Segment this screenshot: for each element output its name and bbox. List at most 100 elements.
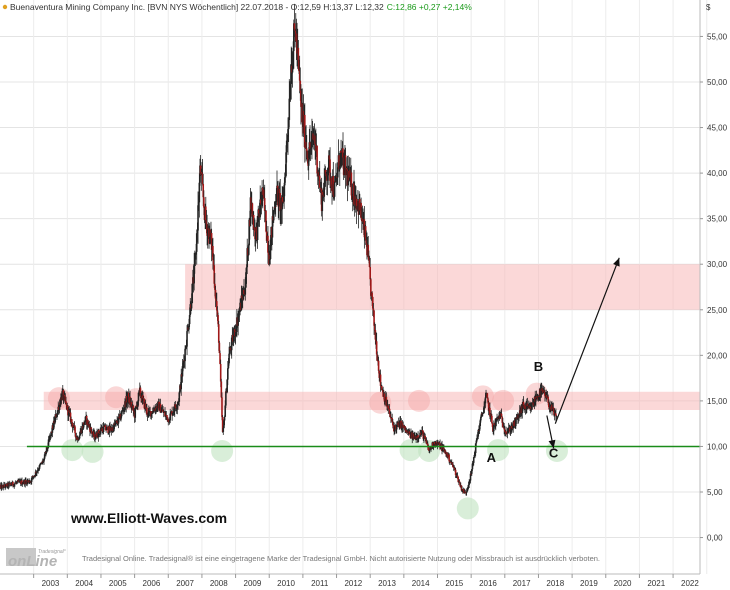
candle-body bbox=[217, 315, 219, 325]
x-tick-label: 2003 bbox=[42, 579, 60, 588]
candle-body bbox=[205, 206, 207, 221]
candle-body bbox=[12, 481, 14, 486]
candle-body bbox=[196, 230, 199, 234]
candle-body bbox=[467, 484, 470, 488]
candle-body bbox=[480, 416, 482, 421]
candle-body bbox=[465, 491, 468, 493]
candle-body bbox=[324, 169, 326, 184]
candle-body bbox=[265, 210, 267, 232]
x-tick-label: 2010 bbox=[277, 579, 295, 588]
candle-body bbox=[379, 374, 382, 386]
candle-body bbox=[182, 362, 184, 367]
candle-body bbox=[368, 259, 371, 268]
candle-body bbox=[186, 331, 188, 347]
candle-body bbox=[401, 422, 404, 428]
candle-body bbox=[298, 71, 301, 81]
candle-body bbox=[48, 439, 50, 441]
candle-body bbox=[241, 295, 243, 298]
candle-body bbox=[199, 165, 202, 176]
candle-body bbox=[242, 289, 245, 300]
candle-body bbox=[107, 432, 110, 434]
candle-body bbox=[113, 423, 115, 431]
candle-body bbox=[123, 407, 126, 411]
candle-body bbox=[39, 463, 42, 465]
candle-body bbox=[466, 488, 469, 492]
logo-box bbox=[6, 548, 36, 566]
candle-body bbox=[490, 413, 493, 416]
arrow-head-icon bbox=[548, 439, 556, 449]
candle-body bbox=[424, 435, 427, 440]
candle-body bbox=[278, 188, 280, 207]
candle-body bbox=[177, 401, 180, 403]
candle-body bbox=[314, 135, 316, 145]
candle-body bbox=[511, 425, 513, 429]
watermark-text: www.Elliott-Waves.com bbox=[70, 510, 227, 526]
candle-body bbox=[206, 223, 208, 236]
candle-body bbox=[325, 173, 327, 177]
candle-body bbox=[276, 185, 278, 202]
candle-body bbox=[269, 259, 271, 265]
candle-body bbox=[278, 188, 281, 194]
candle-body bbox=[503, 427, 505, 430]
logo-big-text: onLine bbox=[8, 553, 57, 570]
candle-body bbox=[511, 428, 514, 429]
x-tick-label: 2017 bbox=[513, 579, 531, 588]
candle-body bbox=[310, 141, 313, 149]
candle-body bbox=[500, 413, 503, 418]
candle-body bbox=[96, 436, 99, 438]
candle-body bbox=[510, 425, 513, 431]
candle-body bbox=[317, 171, 320, 177]
candle-body bbox=[469, 480, 471, 482]
candle-body bbox=[111, 430, 113, 432]
candle-body bbox=[502, 422, 504, 427]
candle-body bbox=[289, 83, 292, 99]
candle-body bbox=[99, 430, 102, 434]
candle-body bbox=[228, 347, 231, 354]
candle-body bbox=[120, 416, 122, 420]
candle-body bbox=[444, 450, 447, 454]
candle-body bbox=[175, 408, 178, 410]
y-tick-label: 30,00 bbox=[707, 260, 728, 269]
candle-body bbox=[221, 397, 223, 418]
candle-body bbox=[421, 430, 423, 434]
candle-body bbox=[72, 427, 74, 429]
candle-body bbox=[455, 474, 458, 476]
candle-body bbox=[8, 483, 10, 487]
candle-body bbox=[217, 324, 220, 343]
candle-body bbox=[32, 476, 35, 478]
candle-body bbox=[338, 155, 340, 170]
candle-body bbox=[448, 454, 450, 462]
candle-body bbox=[148, 410, 150, 413]
candle-body bbox=[467, 487, 469, 489]
candle-body bbox=[285, 152, 287, 176]
candle-body bbox=[96, 432, 98, 437]
candle-body bbox=[82, 422, 85, 429]
candle-body bbox=[38, 469, 40, 471]
candle-body bbox=[229, 347, 232, 350]
candle-body bbox=[30, 481, 32, 483]
candle-body bbox=[521, 404, 524, 414]
support-circle bbox=[211, 440, 234, 462]
candle-body bbox=[206, 229, 209, 236]
candle-body bbox=[486, 393, 489, 399]
candle-body bbox=[34, 475, 36, 477]
candle-body bbox=[339, 150, 342, 166]
candle-body bbox=[285, 140, 288, 153]
candle-body bbox=[216, 310, 219, 316]
candle-body bbox=[437, 442, 439, 446]
candle-body bbox=[224, 405, 227, 417]
candle-body bbox=[195, 251, 197, 254]
candle-body bbox=[470, 473, 472, 475]
candle-body bbox=[489, 407, 491, 417]
candle-body bbox=[383, 393, 386, 402]
y-tick-label: 5,00 bbox=[707, 488, 723, 497]
candle-body bbox=[340, 152, 343, 154]
candle-body bbox=[337, 167, 339, 178]
candle-body bbox=[252, 214, 255, 230]
candle-body bbox=[548, 403, 550, 408]
candle-body bbox=[152, 409, 155, 413]
candle-body bbox=[114, 423, 116, 425]
candle-body bbox=[365, 239, 368, 244]
candle-body bbox=[378, 370, 381, 378]
candle-body bbox=[468, 481, 471, 485]
